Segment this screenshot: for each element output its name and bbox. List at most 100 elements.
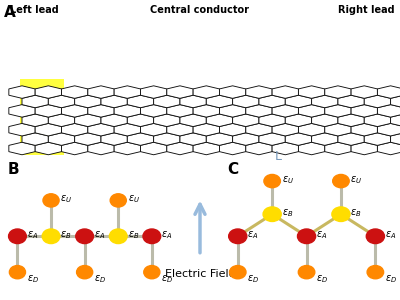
Polygon shape [35, 142, 62, 155]
Polygon shape [167, 105, 193, 117]
Text: $\varepsilon_A$: $\varepsilon_A$ [27, 229, 38, 241]
Polygon shape [193, 105, 220, 117]
Text: B: B [7, 162, 19, 177]
Polygon shape [246, 123, 272, 136]
Polygon shape [101, 95, 127, 108]
Polygon shape [233, 95, 259, 108]
Polygon shape [9, 142, 35, 155]
Polygon shape [75, 114, 101, 127]
Polygon shape [75, 133, 101, 146]
Polygon shape [285, 114, 312, 127]
Polygon shape [338, 114, 364, 127]
Polygon shape [62, 86, 88, 98]
Polygon shape [88, 86, 114, 98]
Polygon shape [298, 86, 325, 98]
Polygon shape [101, 133, 127, 146]
Polygon shape [233, 133, 259, 146]
Polygon shape [351, 86, 378, 98]
Text: $\varepsilon_D$: $\varepsilon_D$ [94, 274, 106, 285]
Polygon shape [22, 133, 48, 146]
Text: $\varepsilon_B$: $\varepsilon_B$ [60, 229, 72, 241]
Polygon shape [140, 123, 167, 136]
Polygon shape [9, 86, 35, 98]
Polygon shape [154, 95, 180, 108]
Circle shape [143, 229, 161, 244]
Polygon shape [220, 105, 246, 117]
Polygon shape [325, 105, 351, 117]
Text: $\varepsilon_D$: $\varepsilon_D$ [27, 274, 39, 285]
Polygon shape [206, 95, 233, 108]
Polygon shape [114, 123, 140, 136]
Polygon shape [167, 123, 193, 136]
Polygon shape [220, 86, 246, 98]
Polygon shape [246, 86, 272, 98]
Text: $\varepsilon_U$: $\varepsilon_U$ [350, 174, 362, 186]
Polygon shape [312, 114, 338, 127]
Polygon shape [272, 86, 298, 98]
Text: $\varepsilon_U$: $\varepsilon_U$ [128, 193, 140, 205]
Polygon shape [180, 95, 206, 108]
Polygon shape [206, 114, 233, 127]
Circle shape [43, 194, 59, 207]
Polygon shape [62, 123, 88, 136]
Polygon shape [35, 86, 62, 98]
Polygon shape [154, 114, 180, 127]
Polygon shape [272, 142, 298, 155]
Polygon shape [259, 133, 285, 146]
Polygon shape [48, 133, 75, 146]
Polygon shape [351, 123, 378, 136]
Polygon shape [154, 133, 180, 146]
Polygon shape [364, 114, 390, 127]
Polygon shape [312, 95, 338, 108]
Text: Electric Field: Electric Field [165, 269, 235, 279]
Text: L: L [275, 150, 282, 163]
Polygon shape [101, 114, 127, 127]
Text: $\varepsilon_A$: $\varepsilon_A$ [316, 229, 328, 241]
Polygon shape [233, 114, 259, 127]
Polygon shape [140, 105, 167, 117]
Text: $\varepsilon_A$: $\varepsilon_A$ [385, 229, 396, 241]
Polygon shape [378, 105, 400, 117]
Polygon shape [285, 95, 312, 108]
Polygon shape [167, 86, 193, 98]
Text: $\varepsilon_B$: $\varepsilon_B$ [128, 229, 139, 241]
Text: Central conductor: Central conductor [150, 5, 250, 15]
Circle shape [8, 229, 26, 244]
Polygon shape [22, 95, 48, 108]
Polygon shape [9, 123, 35, 136]
Text: $\varepsilon_A$: $\varepsilon_A$ [94, 229, 105, 241]
Polygon shape [180, 114, 206, 127]
Polygon shape [140, 86, 167, 98]
Text: A: A [4, 5, 16, 20]
Polygon shape [114, 105, 140, 117]
Polygon shape [62, 142, 88, 155]
Polygon shape [259, 114, 285, 127]
Polygon shape [206, 133, 233, 146]
Polygon shape [272, 123, 298, 136]
Circle shape [9, 266, 26, 279]
Text: $\varepsilon_U$: $\varepsilon_U$ [60, 193, 72, 205]
Text: $\varepsilon_D$: $\varepsilon_D$ [316, 274, 328, 285]
Polygon shape [140, 142, 167, 155]
Circle shape [333, 175, 349, 188]
Text: $\varepsilon_D$: $\varepsilon_D$ [247, 274, 259, 285]
Circle shape [76, 229, 94, 244]
Polygon shape [378, 123, 400, 136]
Polygon shape [22, 114, 48, 127]
Polygon shape [259, 95, 285, 108]
Polygon shape [220, 123, 246, 136]
Bar [20, 79, 64, 155]
Polygon shape [127, 133, 154, 146]
Polygon shape [325, 142, 351, 155]
Polygon shape [325, 123, 351, 136]
Circle shape [76, 266, 93, 279]
Polygon shape [351, 105, 378, 117]
Circle shape [264, 175, 280, 188]
Circle shape [367, 266, 384, 279]
Polygon shape [312, 133, 338, 146]
Polygon shape [390, 95, 400, 108]
Polygon shape [193, 142, 220, 155]
Text: $\varepsilon_A$: $\varepsilon_A$ [161, 229, 172, 241]
Text: Left lead: Left lead [10, 5, 58, 15]
Polygon shape [88, 105, 114, 117]
